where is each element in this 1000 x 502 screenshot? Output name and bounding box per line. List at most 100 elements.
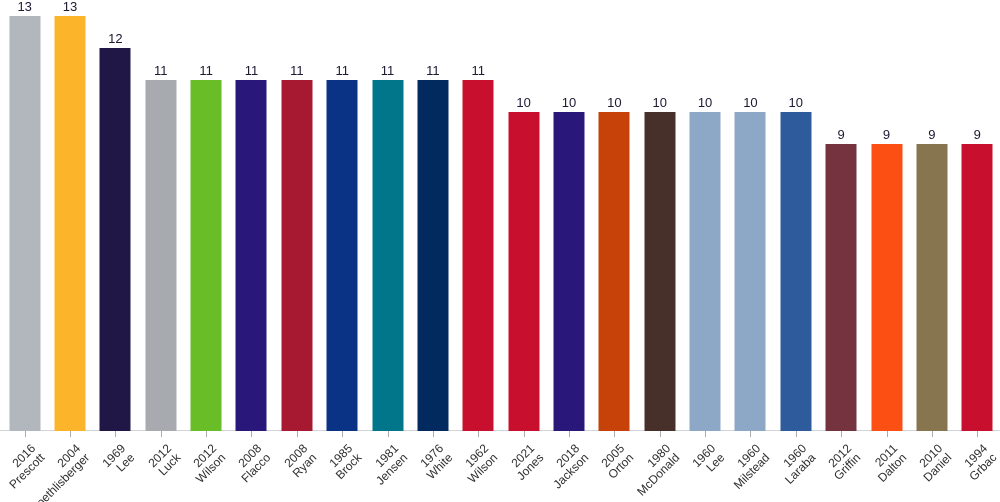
axis-tick — [886, 431, 888, 437]
bar-value-label: 9 — [837, 126, 845, 142]
bar-value-label: 10 — [788, 95, 804, 110]
bar-column: 9 2010 Daniel — [909, 0, 954, 502]
bar-value-label: 11 — [199, 63, 213, 79]
bar-stack: 11 — [326, 63, 358, 431]
bar-stack: 12 — [99, 31, 131, 431]
bar-value-label: 10 — [652, 95, 667, 110]
bar-value-label: 9 — [882, 126, 891, 142]
bar-column: 9 2011 Dalton — [864, 0, 909, 502]
bar-value-label: 9 — [928, 126, 936, 142]
bar-stack: 11 — [145, 63, 177, 431]
bar-value-label: 10 — [516, 95, 531, 110]
bar-stack: 11 — [372, 63, 404, 431]
bar-column: 10 1960 Lee — [682, 0, 727, 502]
bar-value-label: 10 — [743, 95, 758, 110]
bar-column: 11 2008 Flacco — [229, 0, 274, 502]
bar-value-label: 10 — [561, 95, 577, 110]
bar-stack: 10 — [598, 95, 630, 431]
bar — [734, 112, 766, 431]
bar — [825, 143, 857, 431]
axis-tick — [160, 431, 162, 437]
bar-stack: 10 — [644, 95, 676, 431]
bar-value-label: 11 — [380, 63, 395, 79]
bar-column: 9 2012 Griffin — [818, 0, 864, 502]
bar — [99, 48, 131, 431]
axis-tick — [296, 431, 298, 437]
bar-value-label: 11 — [471, 63, 486, 79]
x-axis-line — [0, 430, 1000, 431]
bar-column: 11 1976 White — [410, 0, 455, 502]
bar — [54, 16, 86, 431]
bar-stack: 9 — [871, 127, 902, 431]
bar — [372, 80, 404, 431]
bar-stack: 10 — [734, 95, 766, 431]
bar-value-label: 11 — [290, 63, 304, 79]
bar — [871, 143, 902, 431]
bar-value-label: 12 — [108, 31, 123, 47]
axis-tick — [614, 431, 616, 437]
bar-column: 9 1994 Grbac — [955, 0, 1000, 502]
bar — [235, 80, 267, 431]
bar-stack: 11 — [462, 63, 494, 431]
axis-tick — [432, 431, 434, 437]
bar-column: 10 1980 McDonald — [634, 0, 682, 502]
bar — [780, 112, 812, 431]
axis-tick — [931, 431, 933, 437]
bar-column: 10 2021 Jones — [501, 0, 546, 502]
axis-tick — [841, 431, 843, 437]
axis-tick — [977, 431, 979, 437]
bar — [916, 143, 948, 431]
bar-column: 11 1981 Jensen — [365, 0, 410, 502]
bar-stack: 10 — [780, 95, 812, 431]
axis-tick — [659, 431, 661, 437]
bar-stack: 13 — [9, 0, 41, 431]
bar-column: 12 1969 Lee — [93, 0, 138, 502]
bar — [508, 112, 540, 431]
axis-tick — [387, 431, 389, 437]
bar — [9, 16, 41, 431]
bar-value-label: 11 — [335, 63, 349, 79]
bar — [644, 112, 676, 431]
bar — [417, 80, 449, 431]
bar — [462, 80, 494, 431]
bar-value-label: 11 — [244, 63, 259, 79]
axis-tick — [206, 431, 208, 437]
axis-tick — [115, 431, 117, 437]
bar-stack: 9 — [825, 126, 857, 431]
axis-tick — [251, 431, 253, 437]
bar-value-label: 9 — [973, 126, 981, 142]
bar-column: 10 2005 Orton — [592, 0, 637, 502]
bar-column: 11 2008 Ryan — [274, 0, 319, 502]
bar-stack: 11 — [281, 63, 313, 431]
bar-column: 10 1960 Milstead — [728, 0, 773, 502]
bar-stack: 10 — [689, 95, 721, 431]
axis-tick — [70, 431, 72, 437]
bar-value-label: 13 — [62, 0, 78, 15]
bar-stack: 10 — [553, 95, 585, 431]
bar-value-label: 10 — [697, 95, 713, 110]
axis-tick — [478, 431, 480, 437]
bar-column: 13 2016 Prescott — [2, 0, 47, 502]
bar-column: 10 1960 Laraba — [773, 0, 818, 502]
bar-value-label: 10 — [607, 95, 622, 110]
bar-value-label: 11 — [154, 63, 168, 79]
bar-column: 11 1962 Wilson — [456, 0, 501, 502]
bar — [281, 80, 313, 431]
axis-tick — [523, 431, 525, 437]
axis-tick — [795, 431, 797, 437]
axis-tick — [24, 431, 26, 437]
bar-stack: 11 — [190, 63, 222, 431]
bar-value-label: 11 — [426, 63, 440, 79]
bar-column: 13 2004 Roethlisberger — [27, 0, 92, 502]
bar-stack: 11 — [235, 63, 267, 431]
bar — [326, 80, 358, 431]
bar-stack: 9 — [916, 126, 948, 431]
bar — [553, 112, 585, 431]
bar-column: 10 2018 Jackson — [546, 0, 591, 502]
bar-column: 11 2012 Wilson — [183, 0, 229, 502]
bar — [145, 80, 177, 431]
bar — [190, 80, 222, 431]
axis-tick — [705, 431, 707, 437]
axis-tick — [750, 431, 752, 437]
